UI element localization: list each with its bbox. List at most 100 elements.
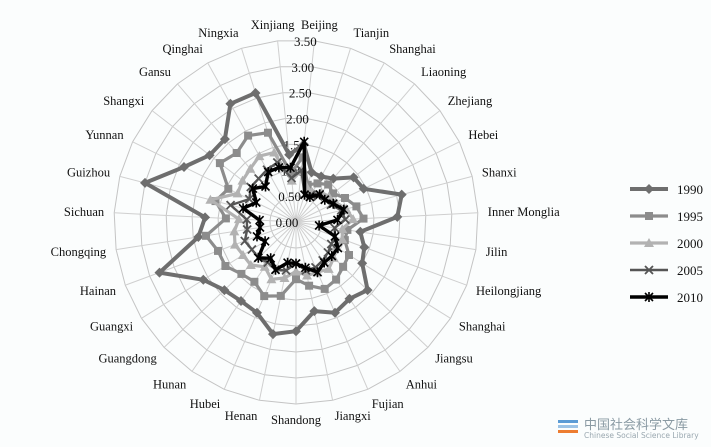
category-labels: Beijing Tianjin Shanghai Liaoning Zhejiang He… [51,18,560,427]
data-point [248,183,258,194]
data-point [255,215,265,226]
category-label: Xinjiang [251,18,295,32]
grid-spoke [151,110,297,223]
data-point [214,246,222,255]
data-point [355,226,366,237]
data-point [240,236,250,246]
grid-spoke [207,62,297,223]
grid-spoke [295,175,473,223]
data-point [281,265,291,276]
data-point [302,270,312,280]
data-point [287,168,295,177]
data-point [276,291,285,300]
category-label: Gansu [139,65,172,79]
data-point [232,149,241,157]
legend-label: 1990 [677,182,703,197]
data-point [198,274,209,285]
data-point [329,223,340,233]
category-label: Hainan [80,284,117,298]
category-label: Hubei [190,397,221,411]
data-point [225,98,236,109]
data-point [316,171,327,182]
data-point [238,250,248,259]
category-label: Chongqing [51,245,107,259]
data-point [359,214,368,223]
data-point [254,173,264,184]
data-point [244,131,253,140]
data-point [352,202,361,211]
radial-tick-label: 0.50 [278,189,301,204]
grid-spoke [258,221,297,401]
category-label: Anhui [406,378,438,392]
data-point [260,236,270,247]
data-point [245,163,256,173]
data-point [233,214,244,224]
data-point [286,175,297,185]
data-point [298,153,307,162]
data-point [332,275,341,284]
data-point [327,251,337,261]
data-point [645,212,653,220]
data-point [323,263,334,273]
data-point [644,292,654,302]
category-label: Hebei [468,128,498,142]
data-point [396,189,407,200]
category-label: Hunan [153,378,187,392]
data-point [253,252,263,263]
data-point [232,188,243,198]
data-point [193,232,204,242]
series-2010 [238,136,349,278]
category-label: Inner Monglia [488,205,560,219]
data-point [292,275,300,284]
radial-tick-labels: 0.000.501.001.502.002.503.003.50 [276,34,317,230]
data-point [154,267,165,278]
data-point [254,151,265,161]
data-point [250,277,259,286]
data-point [237,175,248,185]
watermark-cn: 中国社会科学文库 [584,418,689,433]
grid-ring [191,118,401,327]
radial-tick-label: 3.00 [291,60,314,75]
data-point [345,251,353,259]
data-point [319,257,329,268]
data-point [309,306,320,317]
data-point [283,257,293,268]
category-label: Heilongjiang [476,284,542,298]
category-label: Shandong [271,413,322,427]
data-point [344,293,355,304]
data-point [219,134,230,145]
data-point [221,262,230,270]
data-point [266,274,277,284]
grid-spoke [141,221,297,319]
data-point [305,192,315,202]
grid-spoke [295,221,369,390]
grid-spoke [223,221,297,390]
data-point [330,307,340,318]
category-label: Ningxia [198,26,239,40]
category-label: Yunnan [85,128,124,142]
watermark: 中国社会科学文库 Chinese Social Science Library [556,414,711,446]
radial-tick-label: 0.00 [276,215,299,230]
data-point [215,159,224,168]
data-point [211,197,220,206]
data-point [286,173,297,183]
radial-tick-label: 2.50 [289,86,312,101]
grid-spoke [295,212,478,223]
data-point [238,203,248,214]
data-point [340,214,350,225]
data-point [251,197,261,208]
grid-spoke [125,221,297,286]
data-point [348,172,359,183]
category-label: Tianjin [354,26,390,40]
grid-ring [139,66,453,379]
data-point [179,162,189,172]
data-point [219,285,230,296]
data-point [272,157,282,168]
category-label: Shangxi [103,94,145,108]
category-label: Jiangsu [435,351,473,365]
data-point [359,242,370,253]
data-point [291,326,301,337]
data-point [300,189,310,200]
data-point [332,214,343,225]
data-point [242,214,252,225]
